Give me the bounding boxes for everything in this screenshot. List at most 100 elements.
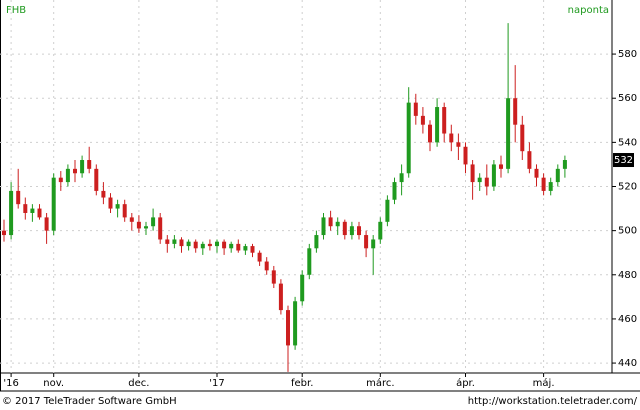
x-tick-label: '16: [3, 378, 18, 389]
x-tick-label: ápr.: [456, 377, 475, 389]
candle-body: [364, 235, 369, 249]
y-tick-label: 440: [618, 358, 637, 369]
candle-body: [158, 217, 163, 240]
candle-body: [51, 177, 56, 231]
candle-body: [335, 221, 340, 227]
candle-body: [513, 98, 518, 125]
candle-body: [477, 177, 482, 183]
x-tick-label: febr.: [291, 378, 313, 389]
candle-body: [193, 241, 198, 249]
candle-body: [413, 102, 418, 116]
candle-body: [200, 243, 205, 249]
footer-right: http://workstation.teletrader.com/: [468, 396, 638, 407]
candle-body: [87, 160, 92, 169]
footer-left: © 2017 TeleTrader Software GmbH: [2, 396, 177, 407]
candle-body: [428, 124, 432, 143]
y-tick-label: 580: [618, 49, 637, 60]
candle-body: [314, 235, 319, 249]
candle-body: [243, 246, 248, 251]
candle-body: [44, 217, 49, 231]
y-tick-label: 480: [618, 270, 637, 281]
candle-body: [271, 270, 276, 284]
candle-body: [250, 246, 255, 253]
candle-body: [65, 168, 70, 183]
candle-body: [385, 199, 390, 222]
candle-body: [186, 241, 191, 247]
candle-body: [215, 241, 219, 247]
candle-body: [236, 243, 241, 251]
candle-body: [392, 182, 397, 200]
candle-body: [520, 124, 525, 152]
candle-body: [378, 221, 383, 240]
candle-body: [229, 243, 234, 249]
candle-body: [73, 168, 77, 174]
candle-body: [264, 261, 269, 271]
candle-body: [321, 217, 326, 236]
candle-body: [449, 133, 454, 143]
candle-body: [144, 226, 148, 229]
candle-body: [435, 107, 440, 143]
candle-body: [257, 252, 262, 262]
candle-body: [16, 190, 21, 205]
candle-body: [328, 217, 333, 227]
candle-body: [300, 274, 305, 302]
candle-body: [122, 204, 127, 218]
candle-body: [357, 226, 361, 236]
y-tick-label: 560: [618, 93, 637, 104]
candle-body: [222, 241, 227, 249]
candle-body: [470, 164, 475, 183]
candle-body: [136, 221, 141, 229]
last-price-box: [613, 153, 634, 168]
x-tick-label: márc.: [366, 377, 394, 389]
candle-body: [420, 115, 425, 125]
chart-title: FHB: [6, 5, 26, 16]
candle-body: [342, 221, 347, 236]
last-price-label: 532: [614, 155, 633, 166]
candle-body: [349, 226, 354, 236]
candle-body: [456, 142, 461, 147]
candle-body: [129, 217, 134, 222]
candle-body: [80, 160, 85, 174]
candle-body: [30, 208, 35, 213]
candle-body: [165, 239, 170, 244]
candle-body: [442, 107, 447, 134]
candle-body: [541, 177, 546, 191]
candle-body: [207, 243, 212, 247]
candle-body: [527, 151, 532, 169]
candle-body: [548, 182, 553, 191]
candle-body: [463, 146, 468, 165]
candle-body: [307, 248, 312, 275]
candle-body: [94, 168, 99, 191]
candle-body: [9, 190, 14, 236]
candle-body: [286, 310, 290, 346]
x-tick-label: máj.: [533, 377, 555, 389]
candle-body: [562, 160, 567, 169]
candle-body: [499, 164, 503, 169]
y-tick-label: 540: [618, 137, 637, 148]
candle-body: [2, 230, 6, 236]
candle-body: [179, 239, 184, 247]
chart-subtitle: naponta: [568, 5, 609, 16]
candle-body: [108, 197, 113, 209]
x-tick-label: nov.: [43, 378, 64, 389]
candle-body: [555, 168, 560, 183]
candle-body: [491, 164, 496, 187]
candle-body: [278, 283, 283, 311]
candle-body: [58, 177, 63, 183]
y-tick-label: 520: [618, 182, 637, 193]
candle-body: [534, 168, 539, 178]
x-tick-label: '17: [209, 378, 224, 389]
candle-body: [371, 239, 376, 249]
y-tick-label: 500: [618, 226, 637, 237]
candle-body: [115, 204, 120, 209]
candle-body: [506, 98, 511, 169]
candle-body: [37, 208, 42, 218]
candle-body: [484, 177, 489, 187]
x-tick-label: dec.: [128, 378, 149, 389]
candle-body: [101, 190, 106, 198]
candle-body: [406, 102, 411, 174]
y-tick-label: 460: [618, 314, 637, 325]
candle-body: [399, 173, 404, 183]
candle-body: [23, 204, 28, 213]
